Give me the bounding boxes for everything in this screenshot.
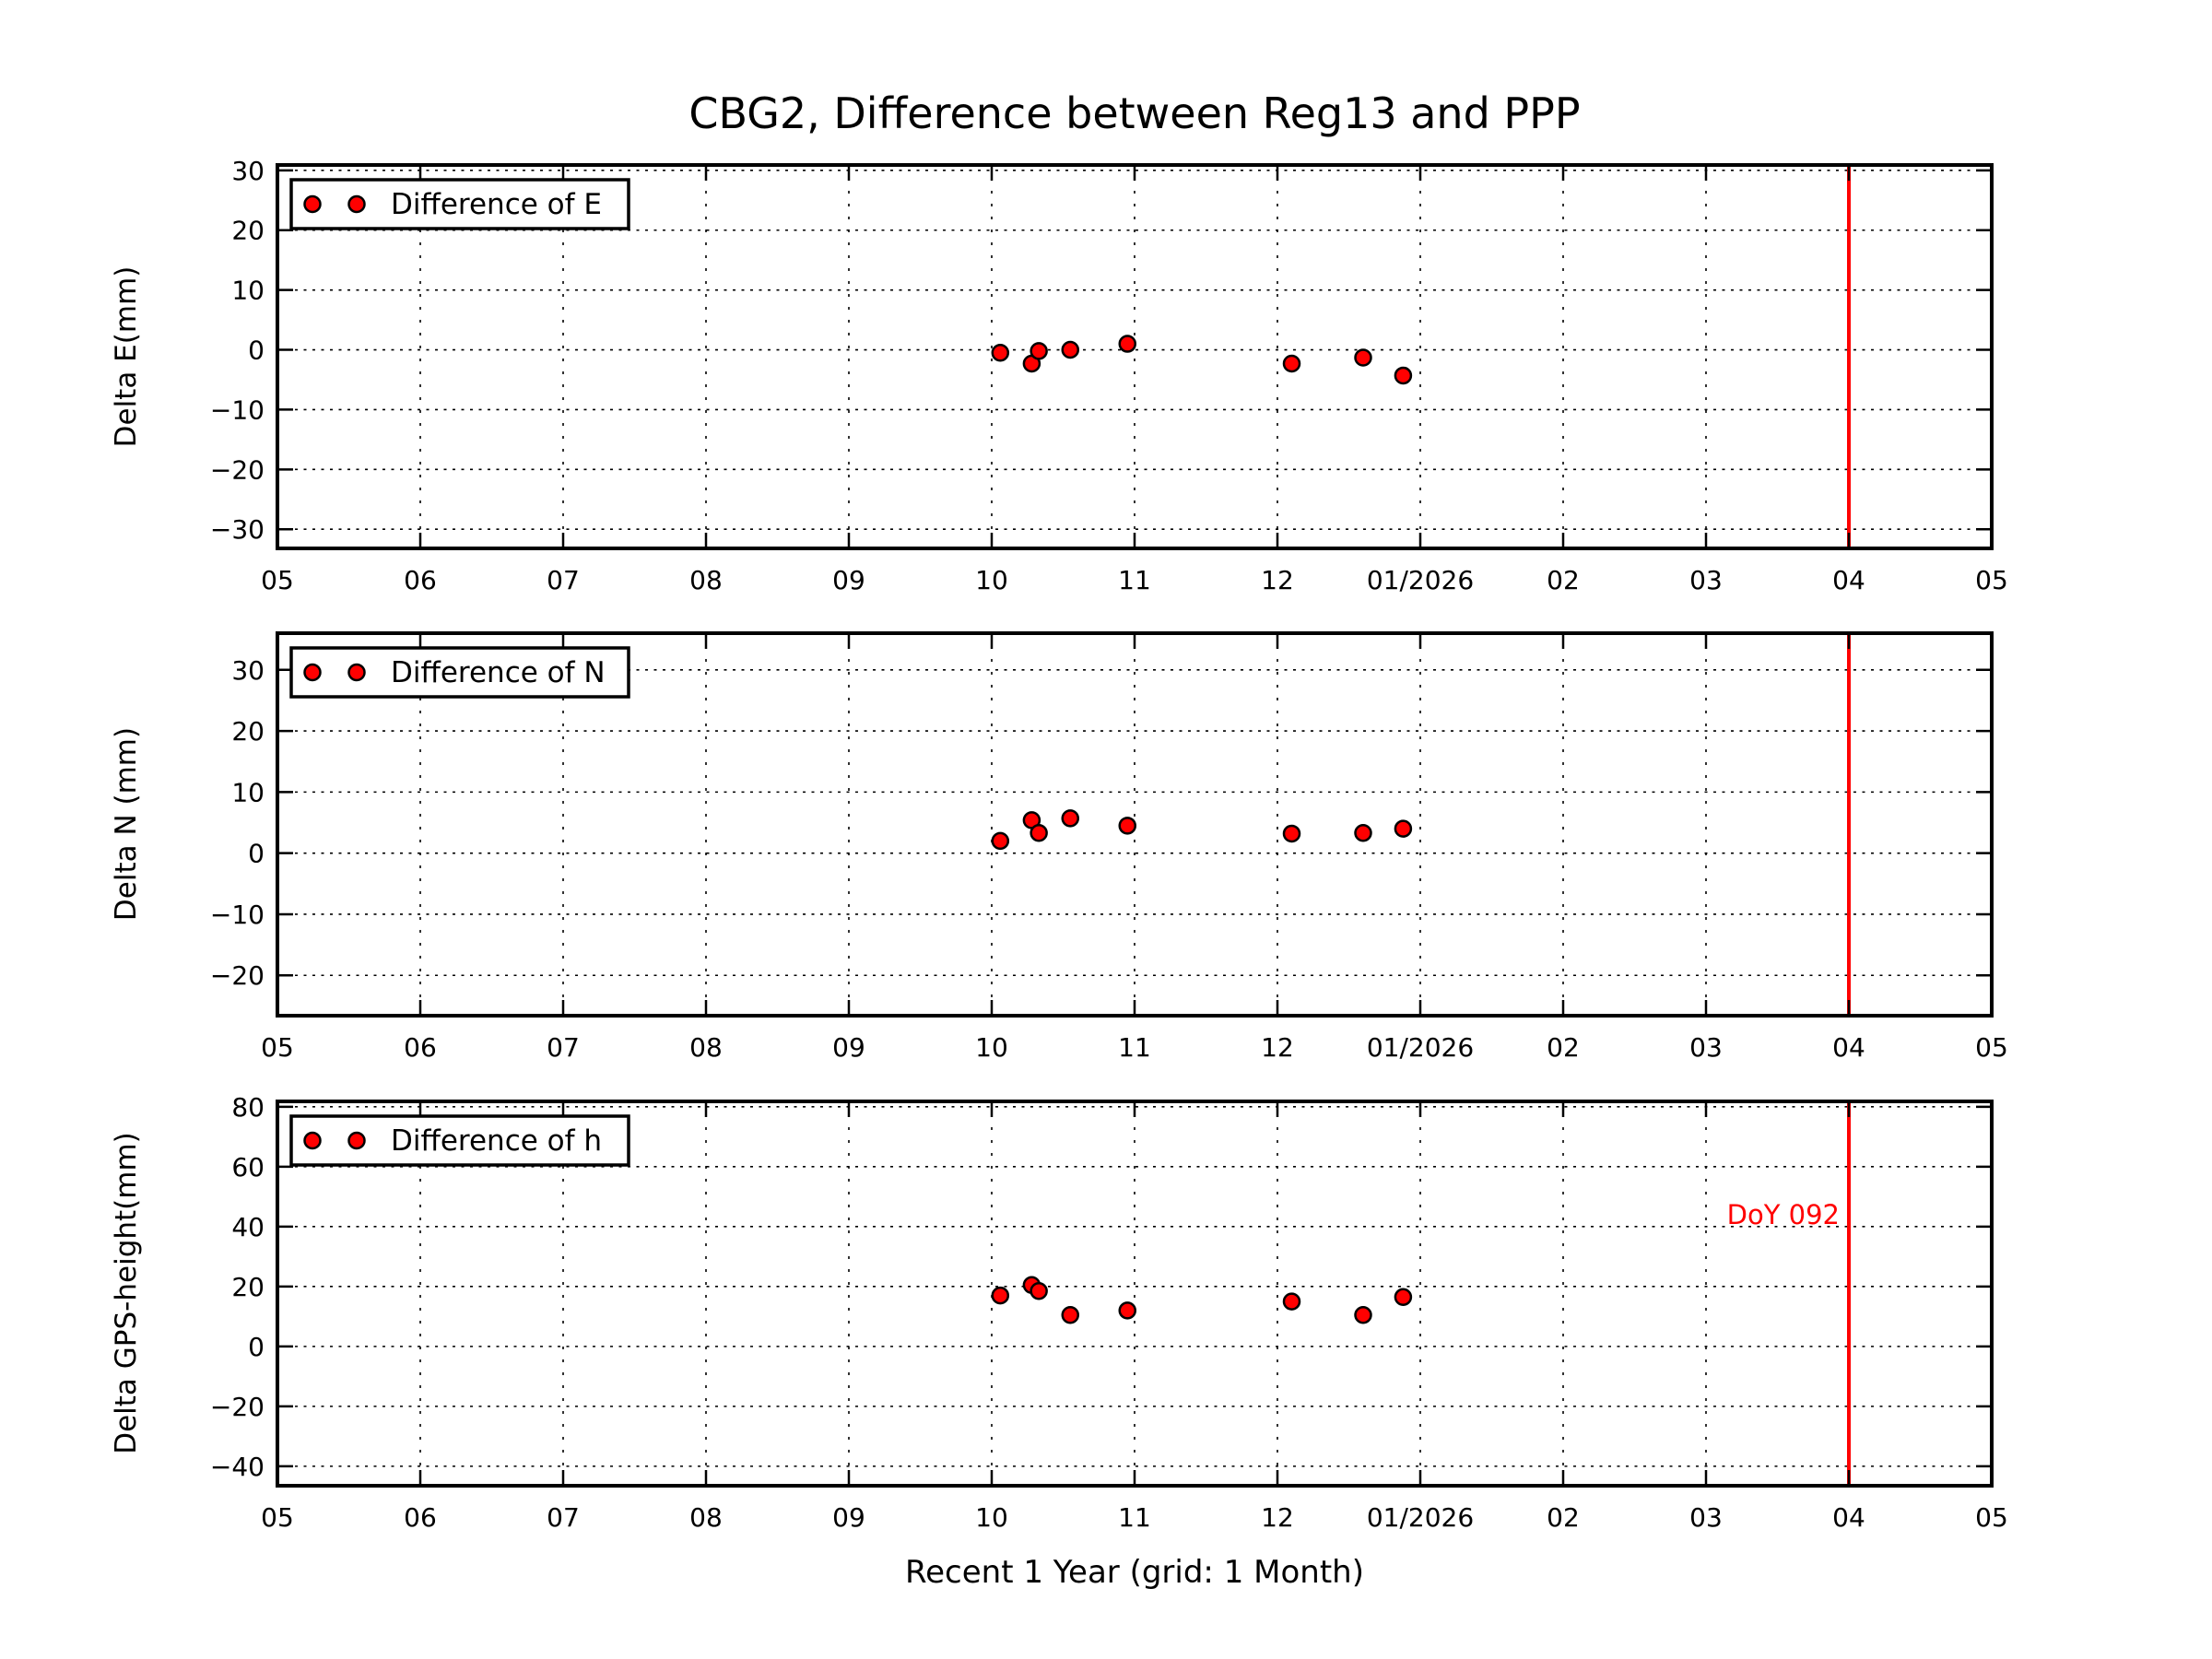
x-tick-label: 03	[1689, 1032, 1723, 1063]
x-tick-label: 08	[689, 1032, 723, 1063]
x-tick-label: 10	[975, 1032, 1008, 1063]
x-tick-label: 12	[1261, 565, 1294, 595]
x-tick-label: 01/2026	[1367, 1502, 1474, 1533]
legend-box	[289, 1114, 630, 1167]
legend-marker-icon	[347, 194, 366, 214]
data-point	[1061, 340, 1079, 359]
x-tick-label: 07	[547, 1032, 580, 1063]
y-tick-label: 20	[231, 216, 265, 246]
x-tick-label: 03	[1689, 565, 1723, 595]
x-tick-label: 11	[1118, 1032, 1151, 1063]
data-point	[1394, 366, 1413, 385]
chart-title: CBG2, Difference between Reg13 and PPP	[688, 88, 1581, 138]
x-axis-title: Recent 1 Year (grid: 1 Month)	[905, 1554, 1364, 1591]
legend-label-difference-of-n: Difference of N	[391, 655, 606, 689]
y-tick-label: 0	[248, 839, 265, 869]
x-tick-label: 06	[404, 1502, 437, 1533]
x-tick-label: 05	[1975, 565, 2008, 595]
y-tick-label: 60	[231, 1152, 265, 1182]
y-tick-label: 20	[231, 1272, 265, 1302]
y-tick-label: −10	[210, 900, 265, 930]
y-tick-label: −20	[210, 1392, 265, 1422]
y-axis-label-delta-h: Delta GPS-height(mm)	[110, 1132, 143, 1454]
x-tick-label: 09	[832, 1502, 865, 1533]
data-point	[1282, 354, 1301, 373]
y-tick-label: 80	[231, 1092, 265, 1123]
x-tick-label: 06	[404, 1032, 437, 1063]
legend-marker-icon	[303, 194, 322, 214]
legend-marker-icon	[303, 1131, 322, 1150]
x-tick-label: 12	[1261, 1032, 1294, 1063]
y-tick-label: 0	[248, 1332, 265, 1362]
x-tick-label: 11	[1118, 1502, 1151, 1533]
y-tick-label: 40	[231, 1212, 265, 1242]
y-tick-label: 0	[248, 335, 265, 366]
x-tick-label: 09	[832, 1032, 865, 1063]
x-tick-label: 06	[404, 565, 437, 595]
x-tick-label: 04	[1832, 565, 1865, 595]
data-point	[1030, 1281, 1048, 1300]
x-tick-label: 08	[689, 1502, 723, 1533]
data-point	[1118, 817, 1136, 835]
y-tick-label: 30	[231, 655, 265, 686]
data-point	[1354, 824, 1372, 842]
vline-annotation: DoY 092	[1727, 1199, 1840, 1230]
x-tick-label: 05	[1975, 1502, 2008, 1533]
y-tick-label: −30	[210, 514, 265, 545]
data-point	[991, 1286, 1010, 1305]
data-point	[991, 344, 1010, 362]
x-tick-label: 04	[1832, 1502, 1865, 1533]
x-tick-label: 01/2026	[1367, 565, 1474, 595]
x-tick-label: 02	[1547, 565, 1580, 595]
data-point	[1030, 824, 1048, 842]
x-tick-label: 07	[547, 565, 580, 595]
x-tick-label: 05	[261, 1032, 294, 1063]
x-tick-label: 03	[1689, 1502, 1723, 1533]
data-point	[1394, 819, 1413, 838]
data-point	[1118, 335, 1136, 353]
x-tick-label: 08	[689, 565, 723, 595]
legend-box	[289, 646, 630, 699]
data-point	[1354, 348, 1372, 367]
data-point	[1030, 342, 1048, 360]
x-tick-label: 12	[1261, 1502, 1294, 1533]
y-tick-label: 10	[231, 777, 265, 807]
x-tick-label: 01/2026	[1367, 1032, 1474, 1063]
legend-label-difference-of-h: Difference of h	[391, 1124, 603, 1158]
x-tick-label: 05	[261, 565, 294, 595]
x-tick-label: 09	[832, 565, 865, 595]
data-point	[1282, 1292, 1301, 1311]
x-tick-label: 05	[261, 1502, 294, 1533]
data-point	[1394, 1288, 1413, 1306]
y-tick-label: 10	[231, 276, 265, 306]
x-tick-label: 10	[975, 565, 1008, 595]
data-point	[1061, 1305, 1079, 1324]
data-point	[1354, 1305, 1372, 1324]
x-tick-label: 11	[1118, 565, 1151, 595]
legend-label-difference-of-e: Difference of E	[391, 187, 602, 221]
x-tick-label: 07	[547, 1502, 580, 1533]
legend-marker-icon	[303, 663, 322, 682]
x-tick-label: 02	[1547, 1502, 1580, 1533]
data-point	[1118, 1301, 1136, 1320]
y-tick-label: −10	[210, 394, 265, 425]
x-tick-label: 02	[1547, 1032, 1580, 1063]
data-point	[1282, 824, 1301, 843]
data-point	[991, 831, 1010, 851]
legend-box	[289, 178, 630, 230]
y-tick-label: −40	[210, 1452, 265, 1482]
x-tick-label: 04	[1832, 1032, 1865, 1063]
data-point	[1061, 809, 1079, 828]
legend-marker-icon	[347, 663, 366, 682]
x-tick-label: 05	[1975, 1032, 2008, 1063]
legend-marker-icon	[347, 1131, 366, 1150]
y-tick-label: 30	[231, 156, 265, 186]
x-tick-label: 10	[975, 1502, 1008, 1533]
y-tick-label: −20	[210, 454, 265, 485]
y-tick-label: 20	[231, 716, 265, 747]
y-tick-label: −20	[210, 960, 265, 991]
